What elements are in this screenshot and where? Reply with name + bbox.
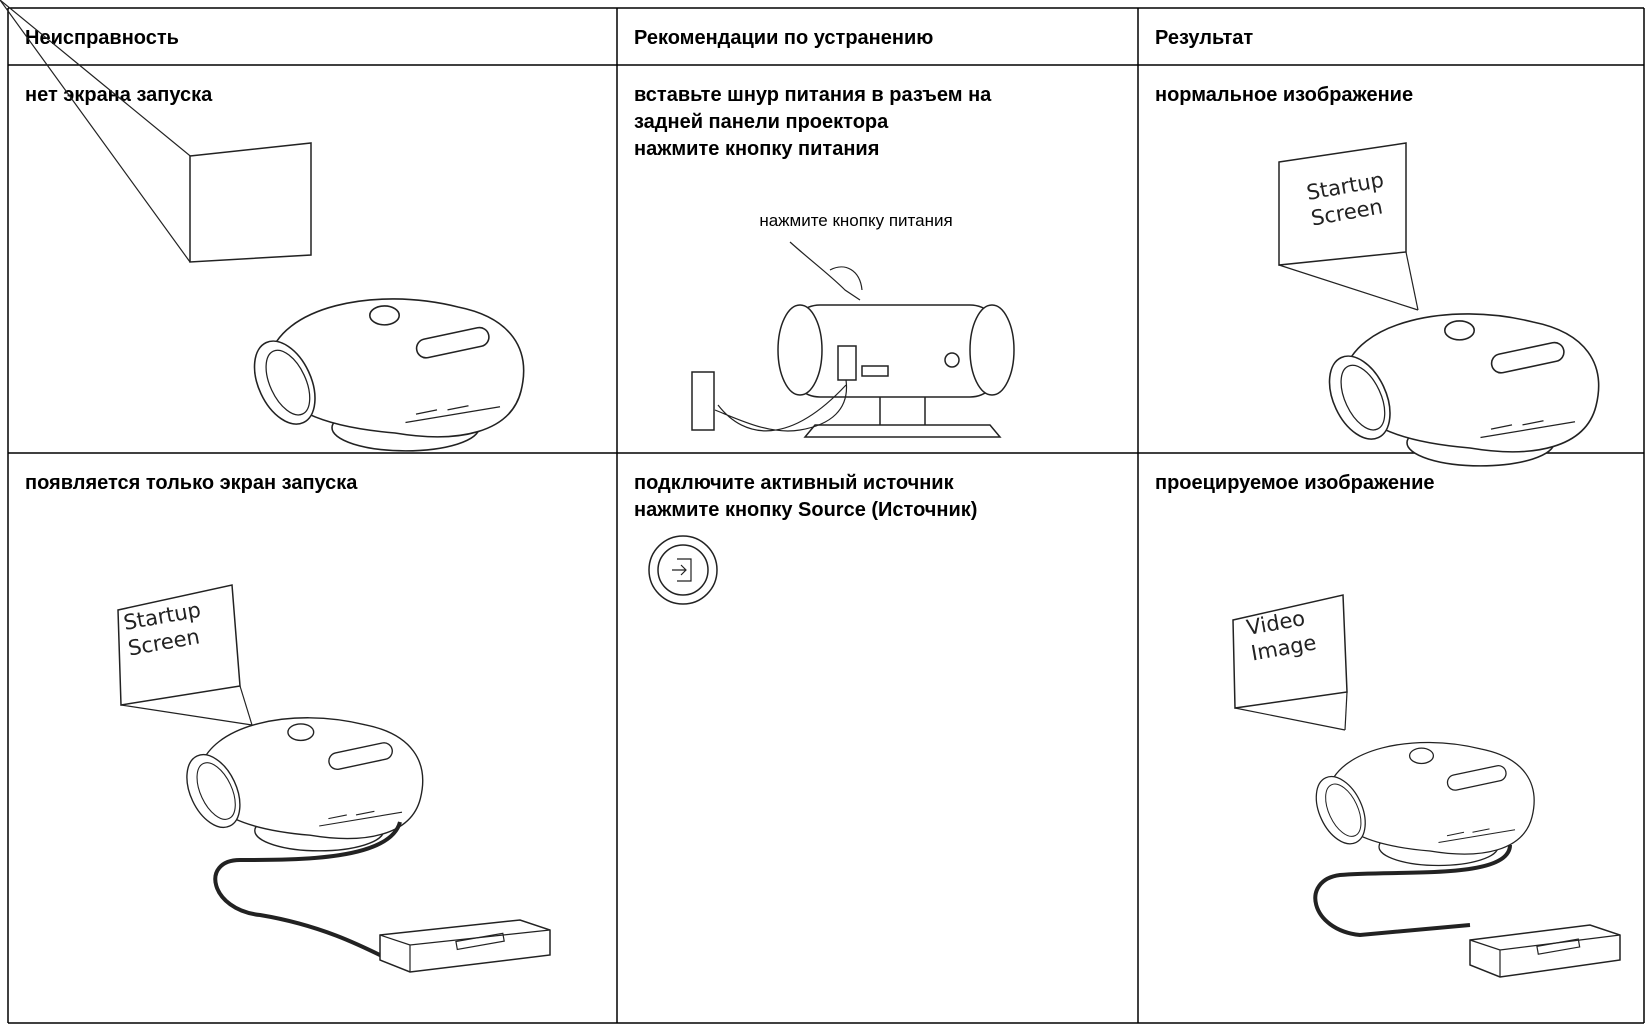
cable [1313, 844, 1512, 938]
projector-lens-inner [265, 349, 311, 416]
video-player [1469, 924, 1621, 978]
cable [213, 821, 402, 962]
player-edge [1469, 934, 1621, 977]
projection-screen [1278, 142, 1407, 266]
cell-text: нормальное изображение [1155, 84, 1413, 106]
power-cord [714, 379, 848, 432]
cell-text: проецируемое изображение [1155, 472, 1435, 494]
port [944, 352, 960, 368]
projector-lens-inner [1325, 783, 1362, 837]
projection-line [120, 704, 253, 726]
projector-lens [253, 340, 316, 425]
control-panel [1446, 765, 1507, 791]
cell-text: подключите активный источник [634, 472, 955, 494]
projector [253, 298, 525, 452]
column-header: Рекомендации по устранению [634, 27, 933, 49]
caption: нажмите кнопку питания [759, 211, 952, 230]
connector-panel [1480, 420, 1576, 439]
projector-button [287, 723, 315, 742]
projection-screen [117, 584, 241, 706]
projector-button [1444, 320, 1475, 341]
projection-line [0, 0, 191, 263]
stand [803, 397, 1002, 438]
control-panel [1490, 341, 1565, 374]
player-body [379, 919, 551, 973]
screen-illustration [0, 0, 312, 263]
cell-text: появляется только экран запуска [25, 472, 358, 494]
cell-text: нет экрана запуска [25, 84, 213, 106]
side-lens [777, 304, 823, 396]
projector-button [1408, 747, 1435, 765]
connector-panel [1438, 828, 1516, 844]
projection-line [239, 685, 253, 726]
projection-line [1278, 264, 1419, 311]
video-player [379, 919, 551, 973]
player-slot [1536, 938, 1581, 955]
projector-lens [1328, 355, 1391, 440]
projection-line [1344, 691, 1348, 731]
side-lens [969, 304, 1015, 396]
projector [186, 717, 424, 852]
projector-lens-inner [196, 762, 236, 820]
player-body [1469, 924, 1621, 978]
cell-text: вставьте шнур питания в разъем на [634, 84, 992, 106]
projector [1328, 313, 1600, 467]
projection-line [1234, 707, 1346, 731]
projector-lens [1315, 775, 1366, 845]
player-slot [455, 932, 505, 951]
projector [1315, 741, 1535, 867]
column-header: Неисправность [25, 27, 179, 49]
projection-screen [189, 142, 312, 263]
cell-text: задней панели проектора [634, 111, 889, 133]
projector-lens-inner [1340, 364, 1386, 431]
hand [789, 241, 863, 301]
projection-screen [1232, 594, 1348, 709]
projector-button [369, 305, 400, 326]
source-icon [672, 558, 692, 582]
rear-projector [691, 241, 1015, 438]
control-panel [415, 326, 490, 359]
cell-text: нажмите кнопку питания [634, 138, 879, 160]
connector-panel [319, 810, 403, 827]
control-panel [328, 742, 393, 771]
wall-outlet [691, 371, 715, 431]
projection-line [1405, 251, 1419, 311]
connector-panel [405, 405, 501, 424]
column-header: Результат [1155, 27, 1253, 49]
port [861, 365, 889, 377]
cell-text: нажмите кнопку Source (Источник) [634, 499, 977, 521]
projector-lens [186, 754, 241, 829]
power-socket [837, 345, 857, 381]
